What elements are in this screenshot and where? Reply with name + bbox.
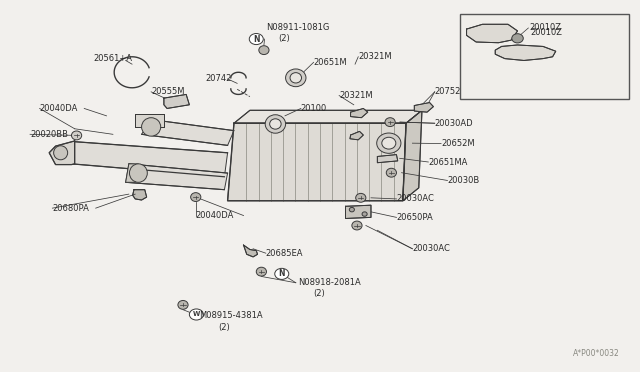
Ellipse shape (512, 34, 524, 43)
Text: 20030B: 20030B (447, 176, 480, 185)
Text: 20030AD: 20030AD (435, 119, 474, 128)
Ellipse shape (265, 115, 285, 133)
Polygon shape (351, 109, 368, 118)
Ellipse shape (141, 118, 161, 136)
Polygon shape (141, 119, 234, 145)
Ellipse shape (129, 164, 147, 182)
Text: 20010Z: 20010Z (529, 23, 561, 32)
Ellipse shape (249, 33, 263, 45)
Text: 20321M: 20321M (358, 52, 392, 61)
Ellipse shape (269, 119, 281, 129)
Polygon shape (234, 110, 422, 123)
FancyBboxPatch shape (460, 14, 629, 99)
Ellipse shape (377, 133, 401, 153)
Polygon shape (403, 110, 422, 201)
Polygon shape (125, 164, 228, 190)
Polygon shape (164, 94, 189, 109)
Polygon shape (467, 24, 518, 43)
Ellipse shape (189, 309, 204, 320)
Text: 20020BB: 20020BB (30, 130, 68, 139)
Text: 20561+A: 20561+A (93, 54, 132, 63)
Polygon shape (346, 205, 371, 218)
Polygon shape (135, 114, 164, 127)
Ellipse shape (290, 73, 301, 83)
Text: 20010Z: 20010Z (531, 28, 563, 37)
Text: 20650PA: 20650PA (396, 213, 433, 222)
Polygon shape (228, 123, 406, 201)
Ellipse shape (178, 301, 188, 310)
Ellipse shape (285, 69, 306, 87)
Ellipse shape (256, 267, 266, 276)
Ellipse shape (275, 268, 289, 279)
Text: N08918-2081A: N08918-2081A (298, 278, 360, 287)
Text: 20651M: 20651M (314, 58, 348, 67)
Text: 20030AC: 20030AC (412, 244, 451, 253)
Text: A*P00*0032: A*P00*0032 (573, 349, 620, 358)
Polygon shape (495, 45, 556, 61)
Polygon shape (49, 141, 75, 164)
Ellipse shape (387, 168, 396, 177)
Text: 20030AC: 20030AC (396, 195, 435, 203)
Text: N: N (253, 35, 260, 44)
Text: 20685EA: 20685EA (266, 249, 303, 258)
Ellipse shape (352, 221, 362, 230)
Polygon shape (350, 131, 364, 140)
Text: (2): (2) (314, 289, 325, 298)
Ellipse shape (349, 208, 355, 212)
Ellipse shape (382, 137, 396, 149)
Text: (2): (2) (278, 34, 291, 43)
Text: 20555M: 20555M (151, 87, 184, 96)
Polygon shape (414, 103, 433, 112)
Ellipse shape (385, 118, 395, 126)
Ellipse shape (191, 193, 201, 202)
Text: W: W (193, 311, 200, 317)
Text: 20651MA: 20651MA (428, 157, 468, 167)
Ellipse shape (72, 131, 82, 140)
Text: 20040DA: 20040DA (40, 104, 78, 113)
Text: 20321M: 20321M (339, 91, 372, 100)
Text: M08915-4381A: M08915-4381A (199, 311, 262, 320)
Polygon shape (244, 245, 257, 257)
Polygon shape (72, 142, 228, 177)
Text: 20742: 20742 (205, 74, 232, 83)
Text: 20040DA: 20040DA (196, 211, 234, 220)
Text: 20652M: 20652M (441, 139, 475, 148)
Text: 20680PA: 20680PA (52, 203, 89, 213)
Text: N: N (278, 269, 285, 278)
Text: 20752: 20752 (435, 87, 461, 96)
Polygon shape (132, 190, 147, 200)
Text: 20100: 20100 (301, 104, 327, 113)
Ellipse shape (54, 146, 68, 160)
Polygon shape (125, 164, 138, 182)
Text: N08911-1081G: N08911-1081G (266, 23, 329, 32)
Ellipse shape (362, 212, 367, 216)
Text: (2): (2) (218, 323, 230, 331)
Polygon shape (378, 155, 397, 163)
Ellipse shape (356, 193, 366, 202)
Ellipse shape (259, 46, 269, 55)
